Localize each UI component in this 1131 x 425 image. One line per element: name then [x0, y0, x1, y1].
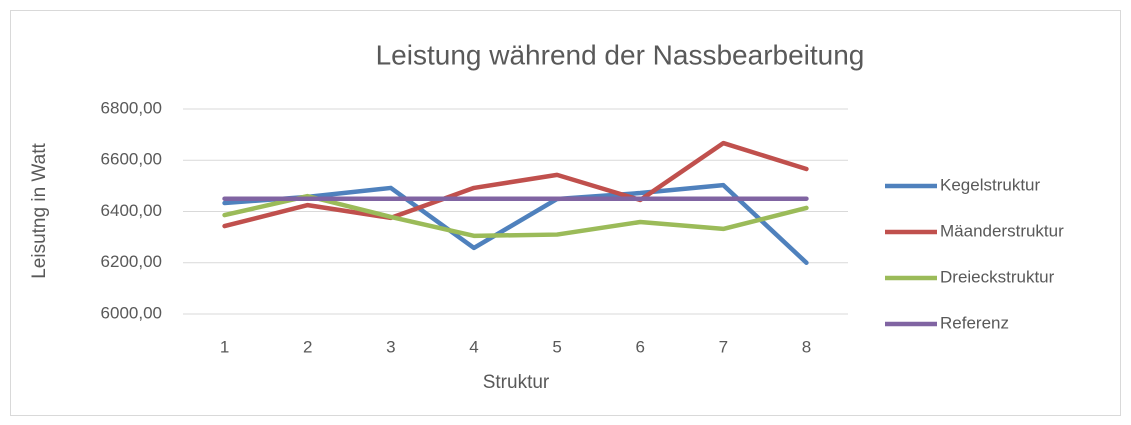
y-tick-label: 6600,00	[101, 150, 162, 169]
y-tick-label: 6000,00	[101, 303, 162, 322]
x-tick-label: 7	[719, 337, 728, 356]
x-tick-label: 5	[552, 337, 561, 356]
series-line	[222, 182, 809, 265]
x-tick-label: 6	[635, 337, 644, 356]
legend-label: Mäanderstruktur	[940, 221, 1064, 240]
y-tick-label: 6400,00	[101, 201, 162, 220]
legend-label: Dreieckstruktur	[940, 267, 1055, 286]
y-tick-label: 6200,00	[101, 252, 162, 271]
x-tick-label: 4	[469, 337, 478, 356]
legend-label: Referenz	[940, 313, 1009, 332]
series-line	[222, 140, 809, 229]
chart-frame	[10, 10, 1121, 416]
x-tick-label: 8	[802, 337, 811, 356]
legend-label: Kegelstruktur	[940, 175, 1040, 194]
x-tick-label: 2	[303, 337, 312, 356]
chart-title: Leistung während der Nassbearbeitung	[376, 39, 865, 70]
x-tick-label: 1	[220, 337, 229, 356]
y-axis-label: Leisutng in Watt	[29, 143, 50, 279]
y-tick-label: 6800,00	[101, 98, 162, 117]
x-tick-label: 3	[386, 337, 395, 356]
x-axis-label: Struktur	[483, 372, 550, 393]
